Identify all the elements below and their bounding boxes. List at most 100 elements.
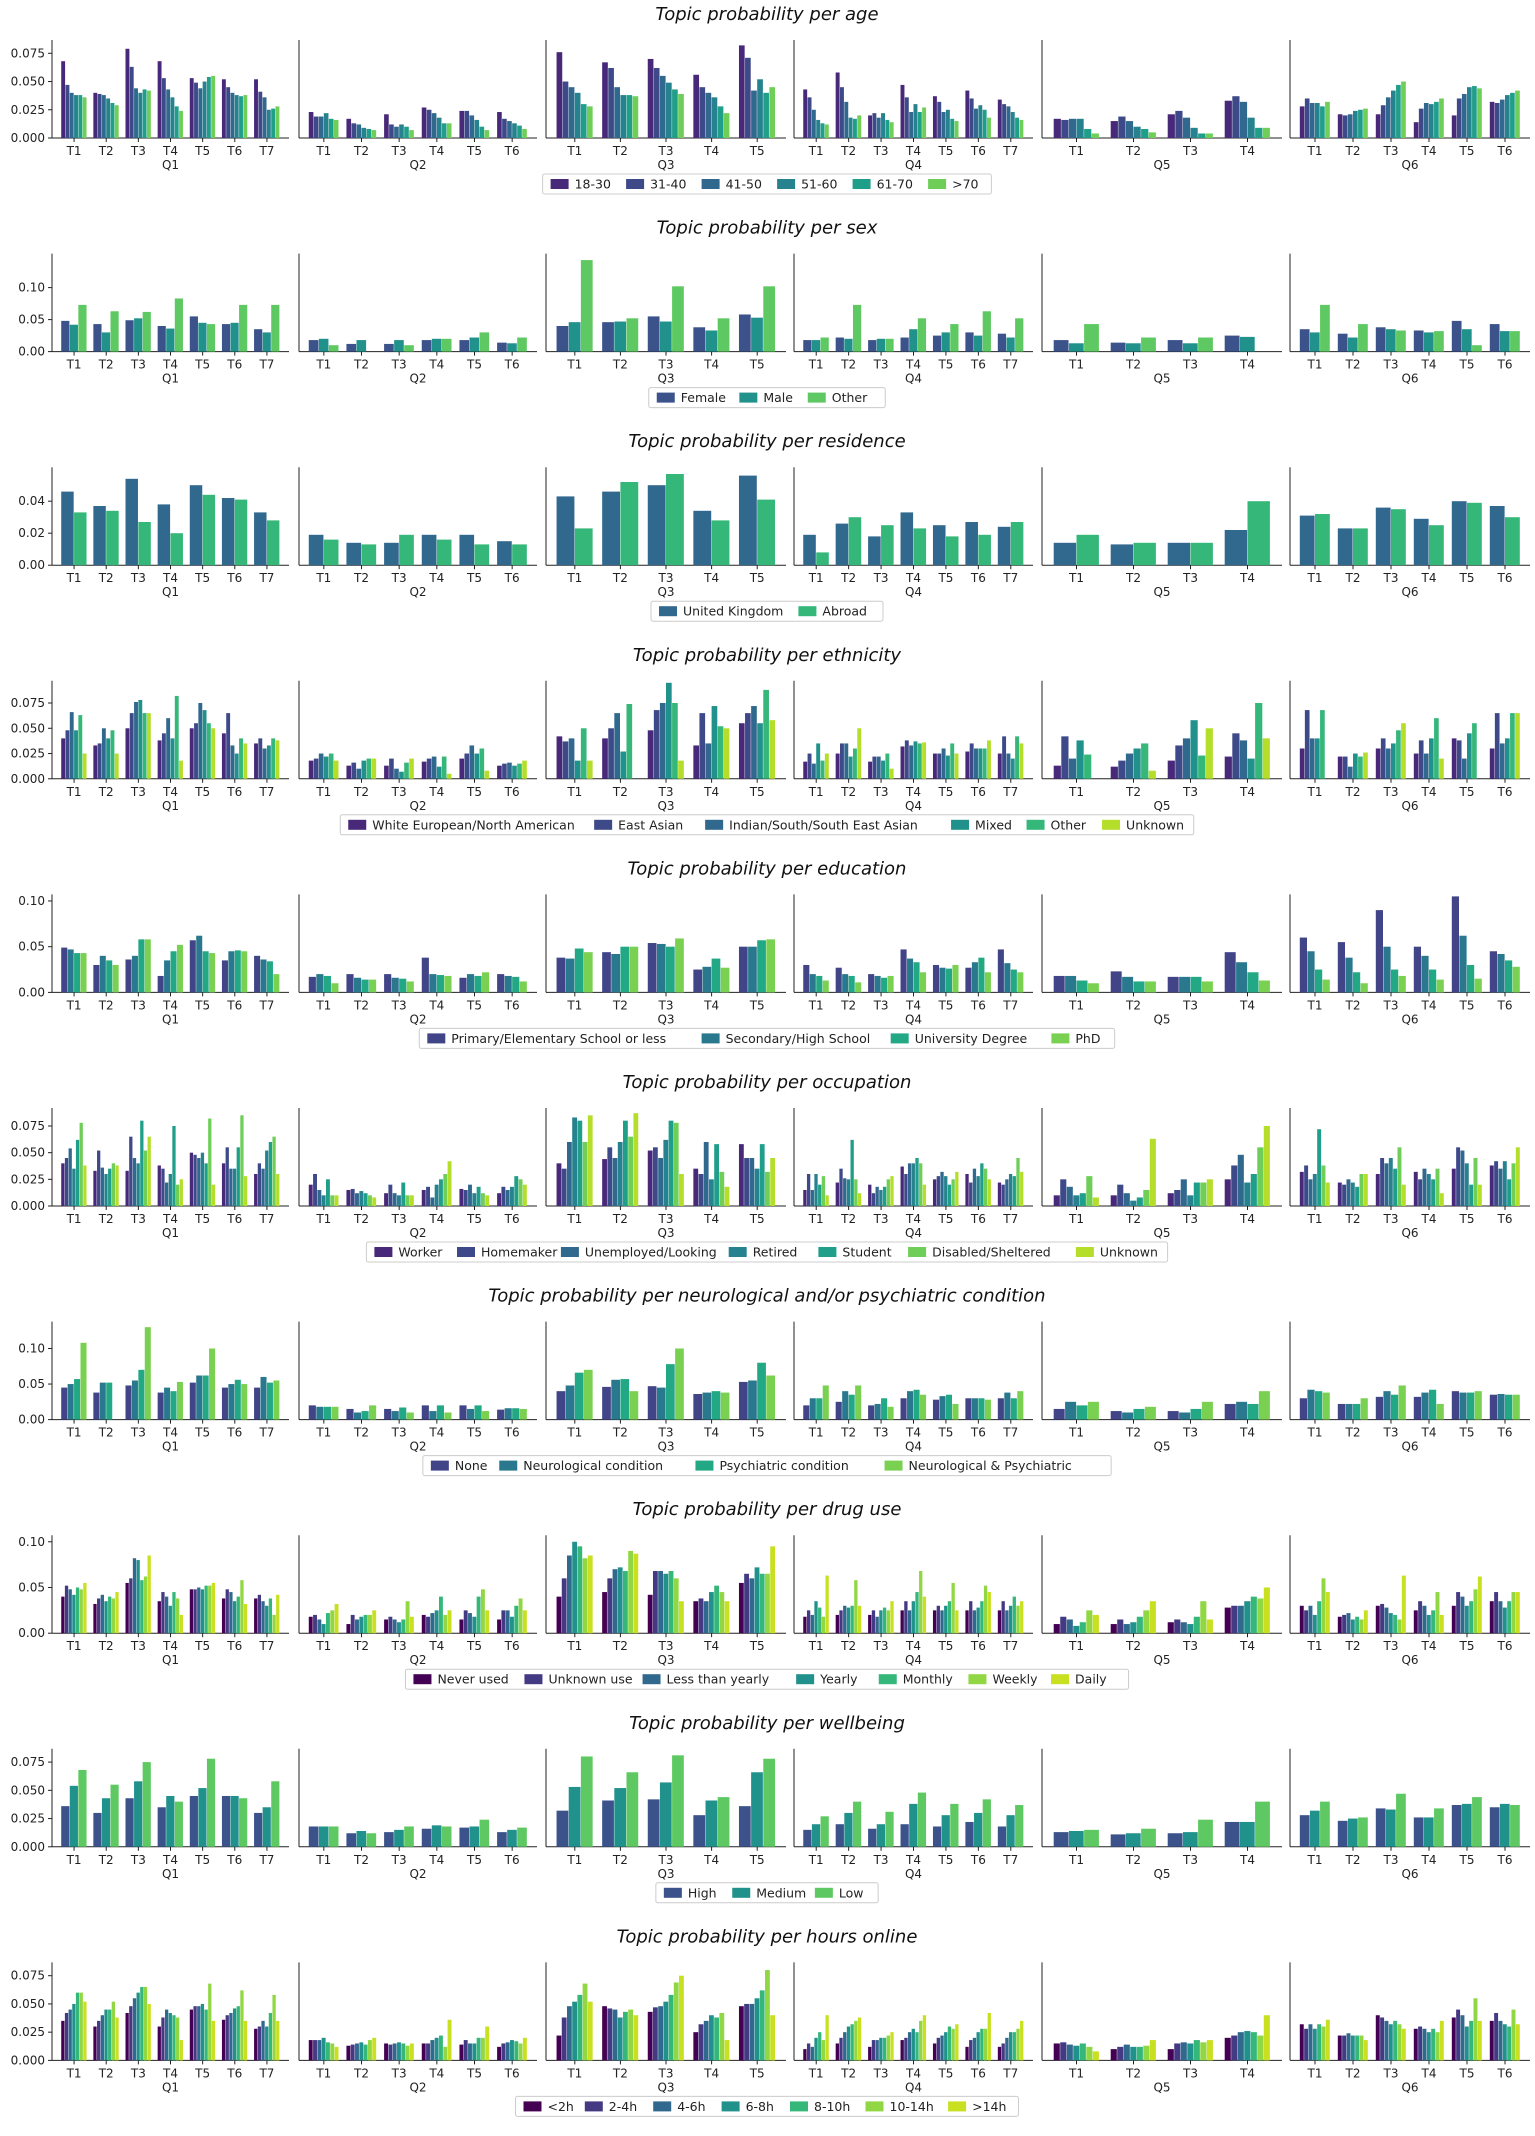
x-tick-label: T2 [1345,998,1361,1012]
x-tick-label: T4 [162,358,178,372]
bar [1439,2020,1444,2061]
bar [693,510,712,566]
bar [1413,518,1429,566]
bar [204,2009,208,2061]
bar [1005,1610,1009,1634]
bar [1464,1605,1469,1634]
bar [144,939,151,993]
panel-column-label: Q4 [905,1440,922,1454]
bar [1006,106,1011,138]
bar [940,1171,944,1206]
x-tick-label: T5 [194,144,210,158]
bar [602,1800,614,1847]
chart-row: Topic probability per ethnicity0.0000.02… [11,645,1530,836]
bar [1123,1193,1130,1206]
bar [367,1195,372,1206]
bar [101,332,111,352]
bar [647,1386,657,1420]
x-tick-label: T1 [808,785,824,799]
bar [1073,2045,1080,2061]
bar [257,1594,262,1634]
chart-row: Topic probability per hours online0.0000… [11,1926,1530,2117]
x-tick-label: T3 [658,1212,674,1226]
bar [517,763,522,779]
legend-swatch [1051,1674,1070,1685]
bar [1429,525,1444,566]
bar [950,1803,959,1847]
bar [1309,738,1315,779]
bar [803,534,816,566]
bar [562,741,569,779]
x-tick-label: T2 [612,358,628,372]
x-tick-label: T4 [1239,1212,1255,1226]
legend: 18-30 31-40 41-50 51-60 61-70 >70 [542,173,992,195]
bar [769,720,776,779]
bar [932,1399,940,1420]
legend-label: 31-40 [650,177,686,192]
bar [1167,976,1179,993]
bar [982,748,987,779]
bar [620,946,630,993]
bar [131,955,138,993]
x-tick-label: T3 [1182,144,1198,158]
bar [1148,770,1156,779]
bar [111,1163,115,1206]
panel-column-label: Q2 [409,2080,426,2094]
bar [1510,331,1520,352]
bar [1320,304,1330,352]
bar [1250,2032,1257,2061]
x-tick-label: T5 [1459,571,1475,585]
bar [179,110,183,138]
bar [138,92,143,138]
legend-swatch [796,1674,815,1685]
bar [1385,329,1396,352]
bar [754,1168,760,1206]
bar [64,2012,69,2061]
bar [1179,1412,1191,1420]
bar [221,79,226,138]
bar [265,1605,269,1634]
bar [146,90,151,138]
bar [522,2037,527,2061]
bar [1325,101,1330,138]
x-tick-label: T1 [315,998,331,1012]
bar [193,2006,197,2061]
x-tick-label: T2 [98,785,114,799]
bar [1167,1833,1183,1847]
bar [254,955,261,993]
bar [809,974,816,993]
bar [125,728,130,779]
bar [479,126,485,138]
bar [202,710,207,779]
bar [1337,942,1345,993]
bar [459,110,465,138]
bar [954,753,959,779]
legend-swatch [732,1887,751,1898]
bar [628,2009,634,2061]
bar [936,2037,940,2061]
bar [633,1553,639,1634]
bar [157,1165,161,1206]
bar [647,1799,660,1847]
bar [848,1394,855,1420]
y-tick-label: 0.000 [11,131,45,145]
bar [234,753,239,779]
bar [202,494,216,566]
bar [517,1827,527,1847]
bar [1187,1195,1194,1206]
x-tick-label: T1 [566,785,582,799]
y-tick-label: 0.075 [11,1119,45,1133]
legend-label: Yearly [819,1672,858,1687]
legend-label: Other [832,390,868,405]
bar [714,2017,720,2061]
panel-column-label: Q3 [657,1012,674,1026]
bar [587,1555,593,1634]
bar [80,953,87,993]
bar [1304,98,1310,138]
bar [168,2012,172,2061]
bar [112,964,119,993]
bar [1456,1592,1461,1634]
